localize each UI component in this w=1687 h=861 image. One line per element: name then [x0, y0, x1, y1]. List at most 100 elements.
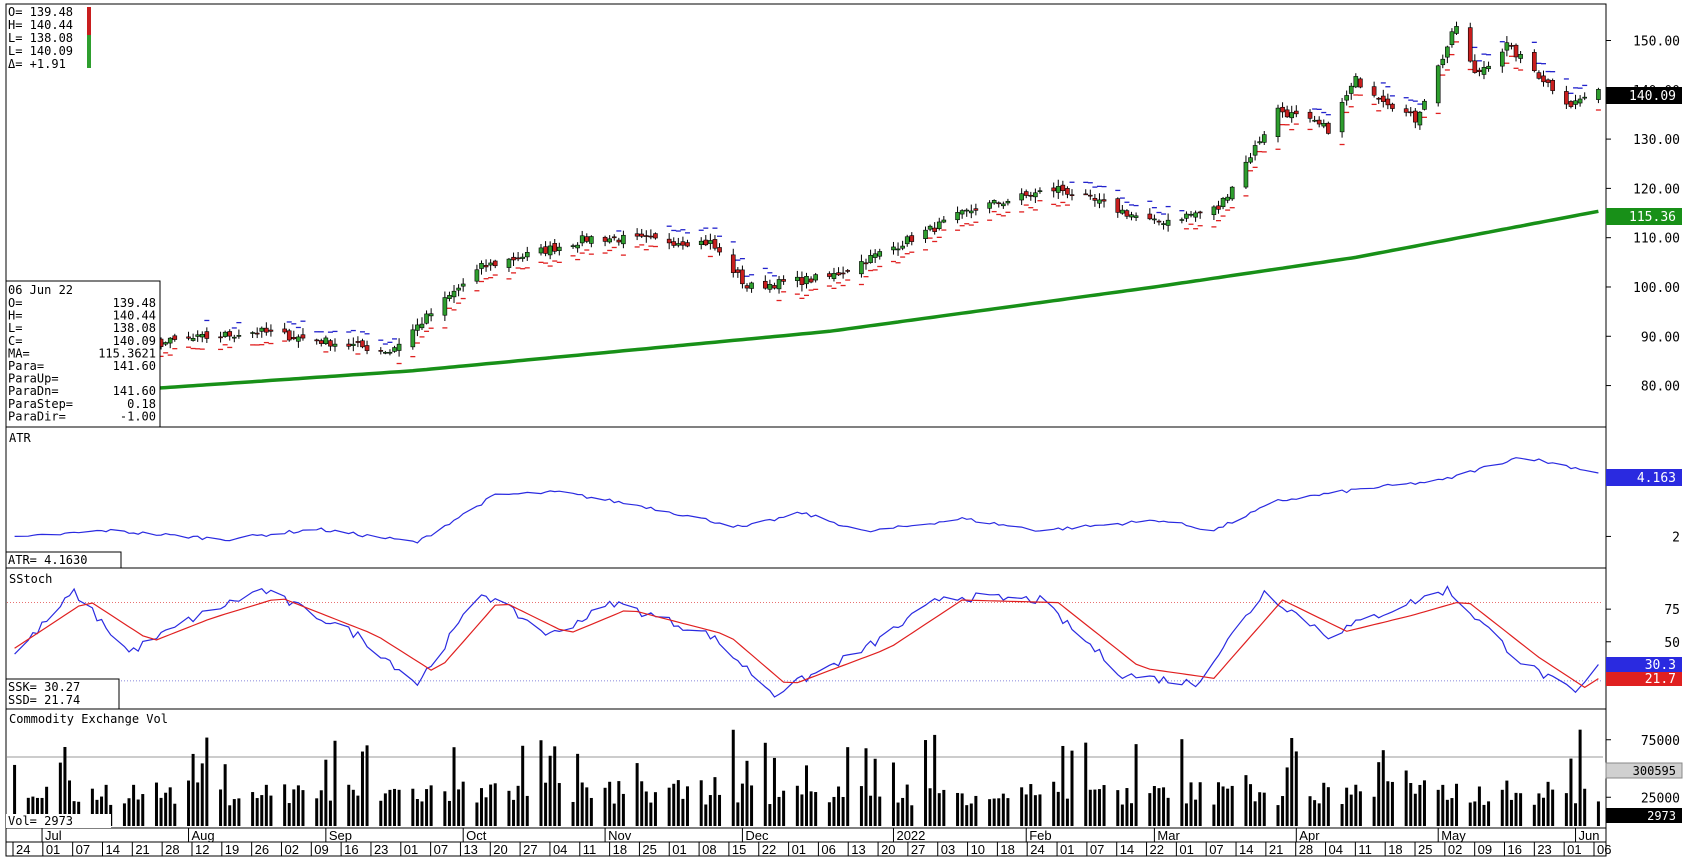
volume-bar: [447, 800, 451, 826]
volume-bar: [965, 805, 969, 826]
candle-body: [1120, 209, 1125, 214]
candle-body: [1156, 220, 1162, 223]
candle-body: [199, 333, 205, 338]
volume-bar: [205, 737, 209, 826]
candle-body: [1413, 110, 1418, 123]
candle-body: [1092, 197, 1098, 201]
volume-bar: [1281, 796, 1285, 826]
x-day-label: 03: [941, 842, 955, 857]
volume-bar: [1130, 803, 1134, 826]
candle-body: [639, 233, 645, 237]
candle-body: [1477, 69, 1482, 73]
candle-body: [621, 234, 626, 245]
atr-panel[interactable]: [5, 426, 1607, 569]
volume-bar: [1418, 784, 1422, 826]
volume-bar: [864, 748, 868, 826]
price-tick-label: 90.00: [1641, 330, 1680, 345]
volume-bar: [1116, 790, 1120, 826]
candle-body: [1339, 101, 1345, 133]
volume-bar: [1184, 803, 1188, 826]
volume-bar: [324, 759, 328, 826]
candle-body: [300, 334, 306, 339]
candle-body: [451, 290, 457, 298]
x-day-label: 18: [613, 842, 627, 857]
volume-bar: [869, 795, 873, 826]
candle-body: [1001, 203, 1006, 207]
volume-bar: [942, 789, 946, 826]
candle-body: [1248, 157, 1253, 163]
volume-bar: [237, 798, 241, 826]
candle-body: [1550, 80, 1555, 91]
volume-bar: [1244, 775, 1248, 826]
candle-body: [387, 351, 393, 354]
stoch-panel[interactable]: [5, 567, 1607, 710]
x-month-label: May: [1441, 828, 1466, 843]
candle-body: [744, 285, 750, 289]
volume-bar: [928, 788, 932, 826]
candle-body: [616, 239, 622, 243]
info-value: 138.08: [113, 321, 156, 335]
candle-body: [671, 241, 677, 246]
volume-bar: [713, 777, 717, 826]
volume-bar: [292, 789, 296, 826]
candle-body: [222, 331, 228, 337]
volume-bar: [383, 793, 387, 826]
candle-body: [460, 283, 466, 287]
candle-body: [186, 336, 191, 339]
candle-body: [1243, 161, 1249, 188]
candle-body: [1065, 188, 1070, 195]
candle-body: [538, 247, 544, 254]
candle-body: [227, 331, 233, 337]
info-key: C=: [8, 334, 22, 348]
x-day-label: 07: [1090, 842, 1104, 857]
volume-bar: [1033, 795, 1037, 826]
candle-body: [959, 210, 965, 215]
candle-body: [355, 341, 361, 343]
candle-body: [264, 327, 269, 333]
volume-bar: [420, 801, 424, 826]
volume-bar: [132, 784, 136, 826]
badge-price-close: 140.09: [1606, 87, 1682, 104]
volume-bar: [1596, 801, 1600, 826]
candle-body: [676, 243, 681, 246]
price-tick-label: 150.00: [1633, 35, 1680, 50]
price-panel[interactable]: [5, 3, 1607, 428]
candle-body: [1417, 111, 1423, 126]
candle-body: [557, 246, 562, 251]
candle-body: [991, 200, 997, 204]
info-date: 06 Jun 22: [8, 283, 73, 297]
x-day-label: 23: [374, 842, 388, 857]
volume-bar: [685, 786, 689, 826]
x-day-label: 01: [1179, 842, 1193, 857]
volume-bar: [301, 790, 305, 826]
volume-bar: [896, 802, 900, 826]
volume-bar: [1509, 799, 1513, 826]
volume-bar: [1477, 786, 1481, 826]
candle-body: [232, 336, 237, 339]
candle-body: [259, 327, 265, 332]
x-day-label: 10: [971, 842, 985, 857]
candle-body: [332, 343, 338, 347]
candle-body: [1568, 101, 1574, 107]
candle-body: [1321, 123, 1327, 127]
moving-average: [14, 209, 1599, 400]
candle-body: [383, 351, 388, 354]
volume-bar: [718, 794, 722, 826]
candle-body: [346, 343, 352, 347]
volume-bar: [512, 799, 516, 826]
candle-body: [492, 260, 498, 267]
volume-bar: [1029, 784, 1033, 826]
volume-bar: [731, 729, 735, 826]
volume-bar: [548, 755, 552, 826]
volume-bar: [1500, 789, 1504, 826]
readout-delta: Δ= +1.91: [8, 57, 66, 71]
candle-body: [424, 313, 429, 324]
volume-bar: [200, 763, 204, 826]
candle-body: [428, 313, 434, 317]
volume-bar: [704, 804, 708, 826]
candle-body: [1358, 78, 1363, 88]
volume-bar: [1052, 781, 1056, 826]
candle-body: [1541, 75, 1546, 83]
volume-bar: [544, 782, 548, 826]
